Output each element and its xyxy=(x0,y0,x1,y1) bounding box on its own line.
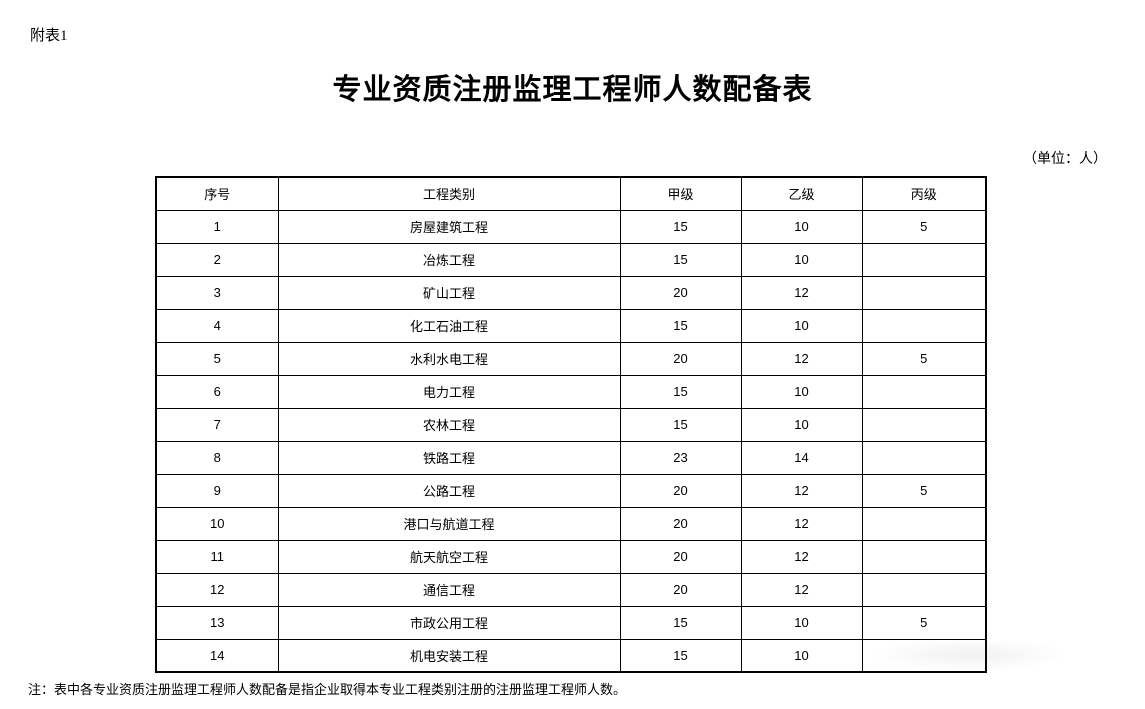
cell-index: 1 xyxy=(155,209,279,244)
cell-category: 通信工程 xyxy=(277,572,621,607)
cell-grade-b: 10 xyxy=(740,308,863,343)
cell-grade-b: 10 xyxy=(740,605,863,640)
header-grade-a: 甲级 xyxy=(619,176,742,211)
table-row: 3 矿山工程 20 12 xyxy=(155,275,987,310)
cell-grade-c xyxy=(861,572,987,607)
table-row: 14 机电安装工程 15 10 xyxy=(155,638,987,673)
cell-grade-a: 15 xyxy=(619,638,742,673)
cell-grade-b: 12 xyxy=(740,506,863,541)
table-row: 8 铁路工程 23 14 xyxy=(155,440,987,475)
cell-grade-a: 15 xyxy=(619,605,742,640)
cell-grade-a: 20 xyxy=(619,506,742,541)
header-category: 工程类别 xyxy=(277,176,621,211)
header-index: 序号 xyxy=(155,176,279,211)
table-row: 2 冶炼工程 15 10 xyxy=(155,242,987,277)
cell-category: 矿山工程 xyxy=(277,275,621,310)
table-header-row: 序号 工程类别 甲级 乙级 丙级 xyxy=(155,176,987,211)
cell-grade-b: 10 xyxy=(740,242,863,277)
cell-index: 7 xyxy=(155,407,279,442)
cell-grade-a: 15 xyxy=(619,209,742,244)
cell-grade-b: 10 xyxy=(740,209,863,244)
cell-grade-c xyxy=(861,275,987,310)
cell-grade-a: 20 xyxy=(619,275,742,310)
cell-index: 3 xyxy=(155,275,279,310)
table-row: 9 公路工程 20 12 5 xyxy=(155,473,987,508)
cell-grade-b: 12 xyxy=(740,572,863,607)
cell-category: 市政公用工程 xyxy=(277,605,621,640)
cell-index: 8 xyxy=(155,440,279,475)
table-row: 11 航天航空工程 20 12 xyxy=(155,539,987,574)
annex-label: 附表1 xyxy=(30,28,68,44)
cell-grade-c: 5 xyxy=(861,605,987,640)
cell-grade-c xyxy=(861,374,987,409)
cell-category: 房屋建筑工程 xyxy=(277,209,621,244)
cell-grade-b: 10 xyxy=(740,407,863,442)
cell-grade-a: 20 xyxy=(619,572,742,607)
cell-grade-b: 14 xyxy=(740,440,863,475)
cell-category: 农林工程 xyxy=(277,407,621,442)
cell-index: 2 xyxy=(155,242,279,277)
cell-category: 铁路工程 xyxy=(277,440,621,475)
cell-index: 4 xyxy=(155,308,279,343)
cell-index: 12 xyxy=(155,572,279,607)
cell-index: 11 xyxy=(155,539,279,574)
cell-grade-b: 12 xyxy=(740,275,863,310)
cell-grade-b: 12 xyxy=(740,341,863,376)
footnote: 注：表中各专业资质注册监理工程师人数配备是指企业取得本专业工程类别注册的注册监理… xyxy=(28,682,627,697)
cell-category: 港口与航道工程 xyxy=(277,506,621,541)
table-row: 12 通信工程 20 12 xyxy=(155,572,987,607)
cell-category: 水利水电工程 xyxy=(277,341,621,376)
cell-grade-a: 15 xyxy=(619,407,742,442)
table-row: 7 农林工程 15 10 xyxy=(155,407,987,442)
cell-grade-b: 12 xyxy=(740,473,863,508)
cell-grade-c xyxy=(861,407,987,442)
cell-grade-a: 20 xyxy=(619,341,742,376)
cell-grade-a: 20 xyxy=(619,473,742,508)
cell-grade-c xyxy=(861,440,987,475)
cell-grade-c xyxy=(861,308,987,343)
cell-grade-a: 15 xyxy=(619,308,742,343)
cell-grade-a: 15 xyxy=(619,242,742,277)
cell-grade-a: 23 xyxy=(619,440,742,475)
table-row: 10 港口与航道工程 20 12 xyxy=(155,506,987,541)
cell-grade-c xyxy=(861,539,987,574)
header-grade-c: 丙级 xyxy=(861,176,987,211)
cell-category: 化工石油工程 xyxy=(277,308,621,343)
cell-category: 机电安装工程 xyxy=(277,638,621,673)
table-row: 1 房屋建筑工程 15 10 5 xyxy=(155,209,987,244)
cell-grade-a: 20 xyxy=(619,539,742,574)
cell-index: 6 xyxy=(155,374,279,409)
page-title: 专业资质注册监理工程师人数配备表 xyxy=(332,74,813,106)
table-row: 4 化工石油工程 15 10 xyxy=(155,308,987,343)
cell-grade-c xyxy=(861,638,987,673)
cell-category: 电力工程 xyxy=(277,374,621,409)
cell-category: 冶炼工程 xyxy=(277,242,621,277)
unit-note: （单位：人） xyxy=(1023,152,1107,167)
cell-index: 5 xyxy=(155,341,279,376)
cell-grade-a: 15 xyxy=(619,374,742,409)
cell-index: 14 xyxy=(155,638,279,673)
cell-grade-b: 10 xyxy=(740,638,863,673)
cell-index: 10 xyxy=(155,506,279,541)
table-row: 5 水利水电工程 20 12 5 xyxy=(155,341,987,376)
cell-grade-c: 5 xyxy=(861,209,987,244)
cell-category: 航天航空工程 xyxy=(277,539,621,574)
cell-grade-c: 5 xyxy=(861,473,987,508)
header-grade-b: 乙级 xyxy=(740,176,863,211)
cell-category: 公路工程 xyxy=(277,473,621,508)
cell-grade-b: 10 xyxy=(740,374,863,409)
table-row: 13 市政公用工程 15 10 5 xyxy=(155,605,987,640)
cell-grade-c xyxy=(861,242,987,277)
cell-index: 13 xyxy=(155,605,279,640)
cell-grade-c: 5 xyxy=(861,341,987,376)
cell-grade-b: 12 xyxy=(740,539,863,574)
cell-index: 9 xyxy=(155,473,279,508)
table-row: 6 电力工程 15 10 xyxy=(155,374,987,409)
cell-grade-c xyxy=(861,506,987,541)
staffing-table: 序号 工程类别 甲级 乙级 丙级 1 房屋建筑工程 15 10 5 2 冶炼工程 15 10 3 矿… xyxy=(155,176,987,673)
